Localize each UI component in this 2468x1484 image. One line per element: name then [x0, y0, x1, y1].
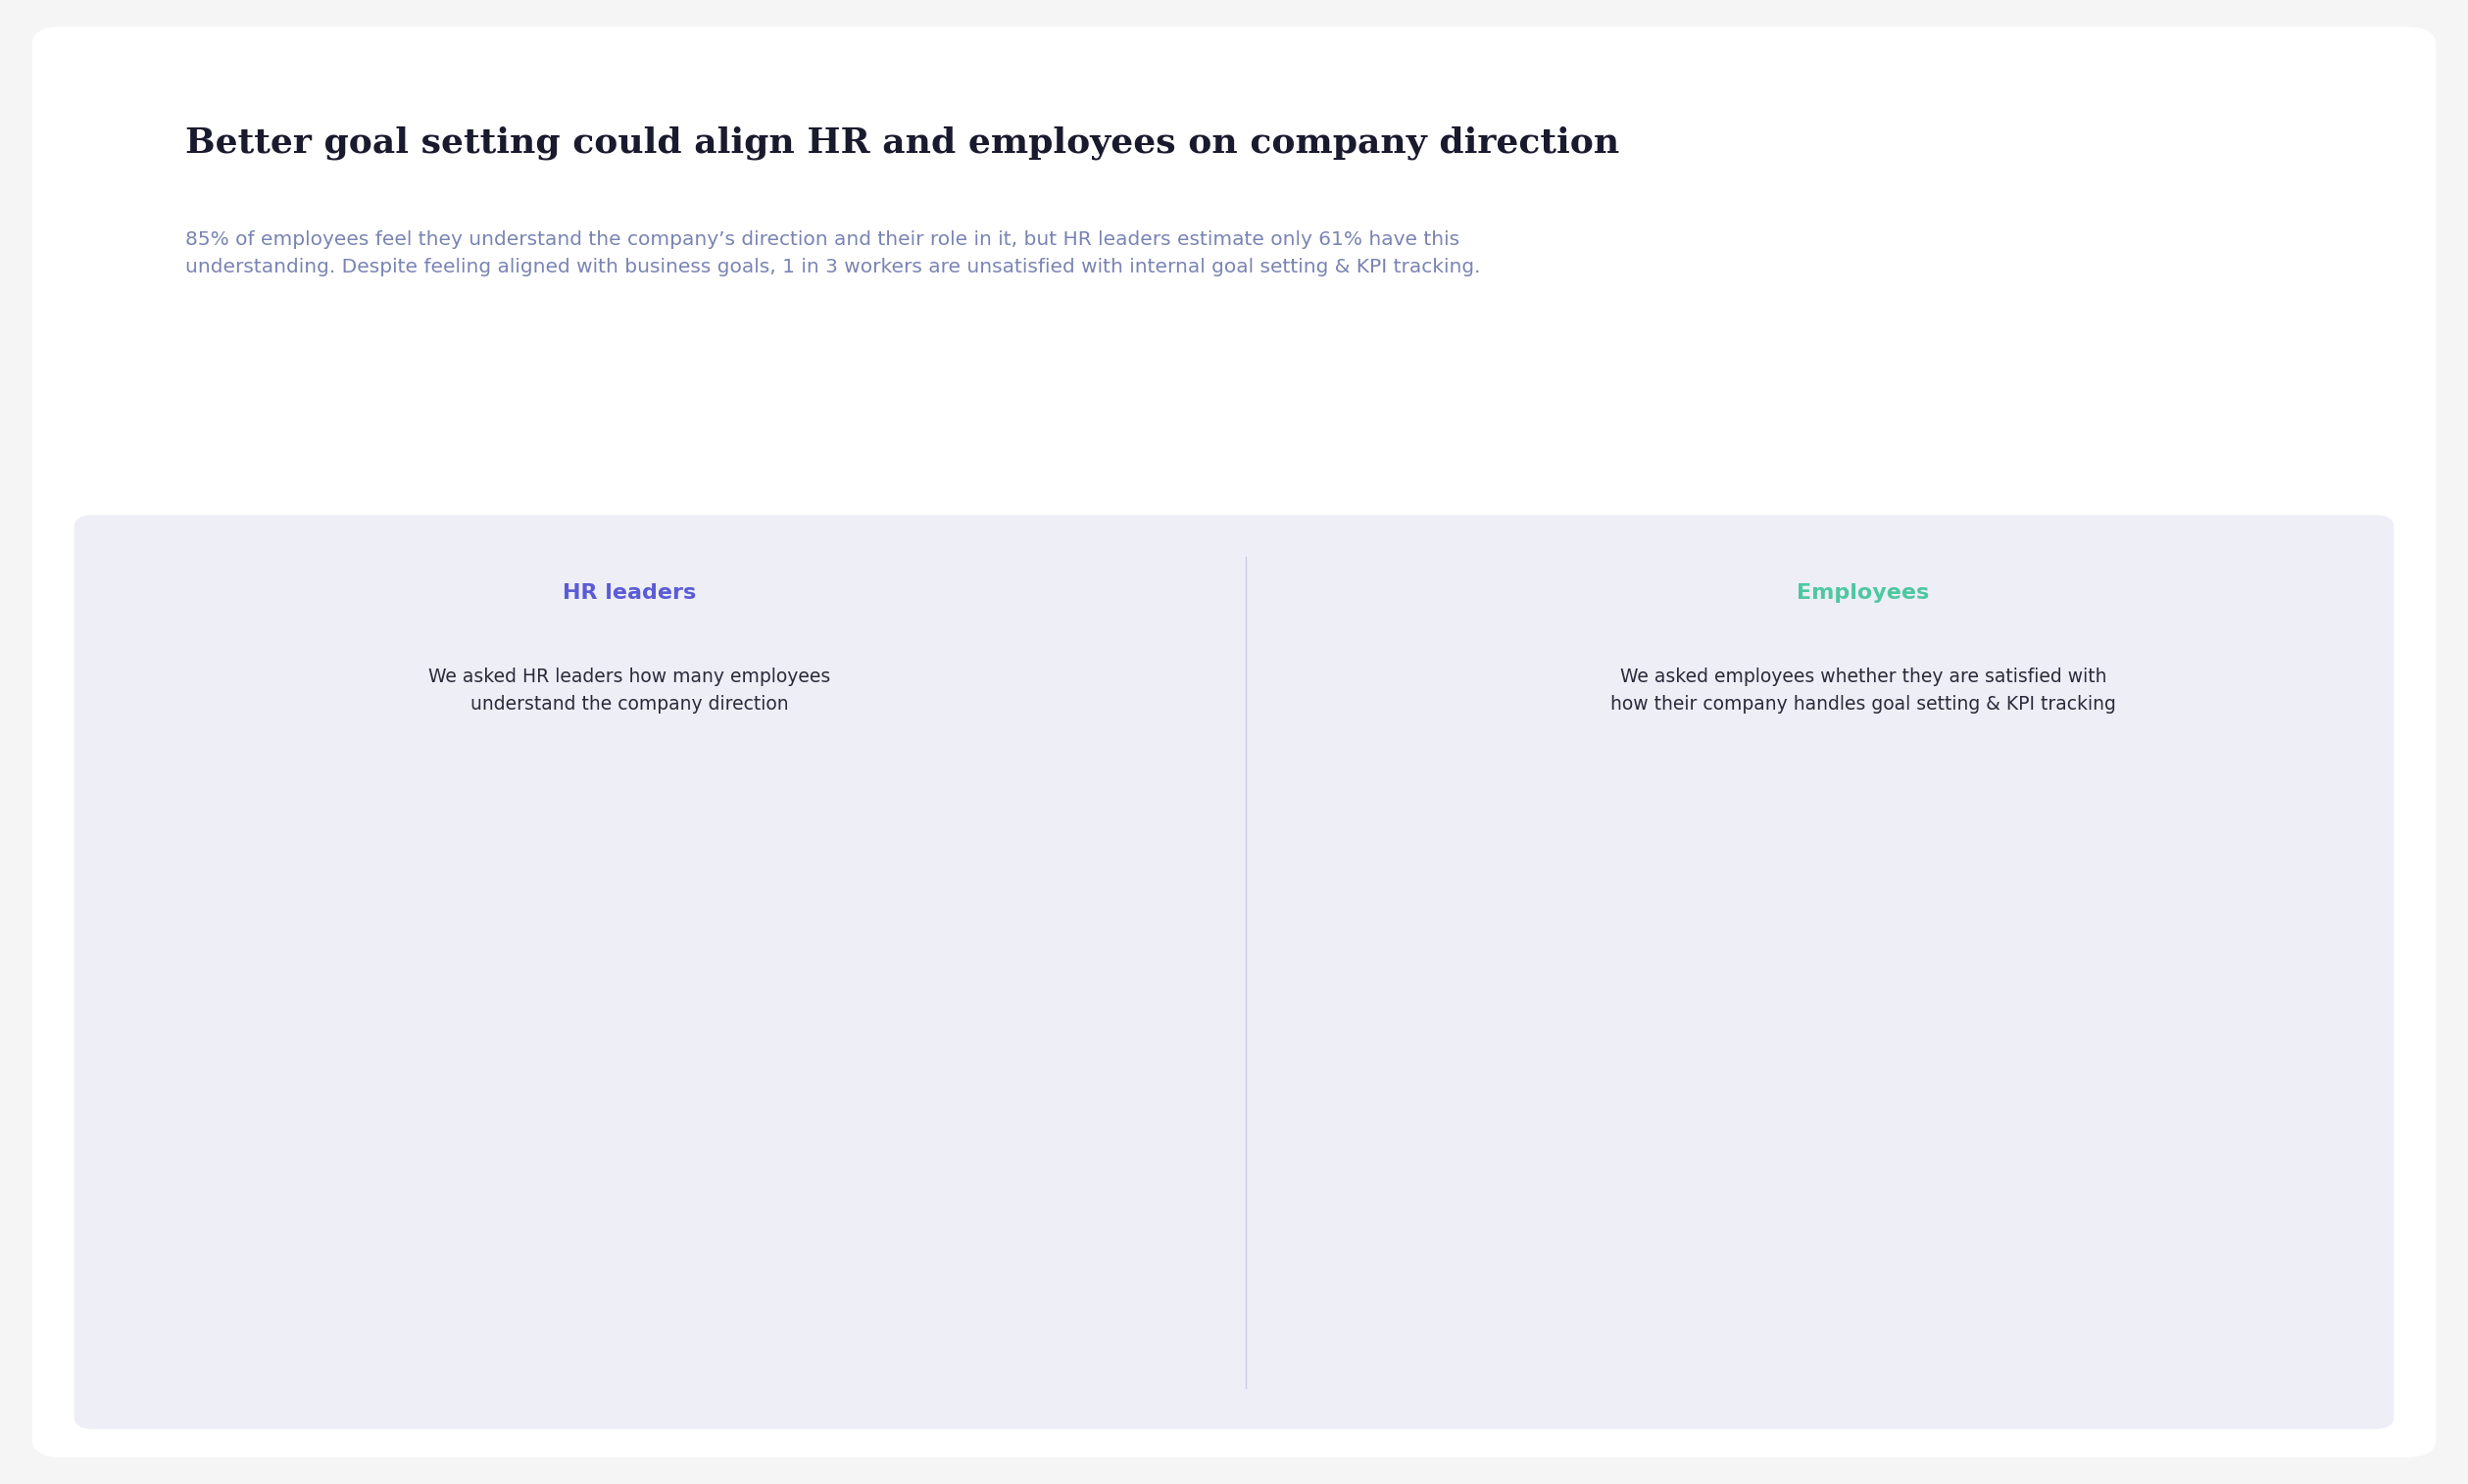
- Text: do: do: [1076, 1060, 1098, 1077]
- FancyBboxPatch shape: [32, 27, 2436, 1457]
- Text: satisfaction: satisfaction: [1779, 1058, 1898, 1079]
- Text: don’t: don’t: [222, 1060, 267, 1077]
- Wedge shape: [370, 712, 666, 1238]
- Text: 39%: 39%: [220, 979, 271, 1003]
- Text: 85% of employees feel they understand the company’s direction and their role in : 85% of employees feel they understand th…: [185, 230, 1481, 278]
- Text: 68%: 68%: [1799, 963, 1878, 996]
- Text: We asked employees whether they are satisfied with
how their company handles goa: We asked employees whether they are sati…: [1612, 668, 2115, 714]
- Wedge shape: [1570, 712, 2135, 1306]
- Wedge shape: [476, 712, 963, 1306]
- Text: HR leaders: HR leaders: [563, 583, 696, 603]
- Text: Better goal setting could align HR and employees on company direction: Better goal setting could align HR and e…: [185, 126, 1619, 160]
- FancyBboxPatch shape: [74, 515, 2394, 1429]
- Text: We asked HR leaders how many employees
understand the company direction: We asked HR leaders how many employees u…: [429, 668, 829, 714]
- Wedge shape: [1542, 712, 1839, 1135]
- Text: 61%: 61%: [1061, 979, 1113, 1003]
- Text: Employees: Employees: [1797, 583, 1930, 603]
